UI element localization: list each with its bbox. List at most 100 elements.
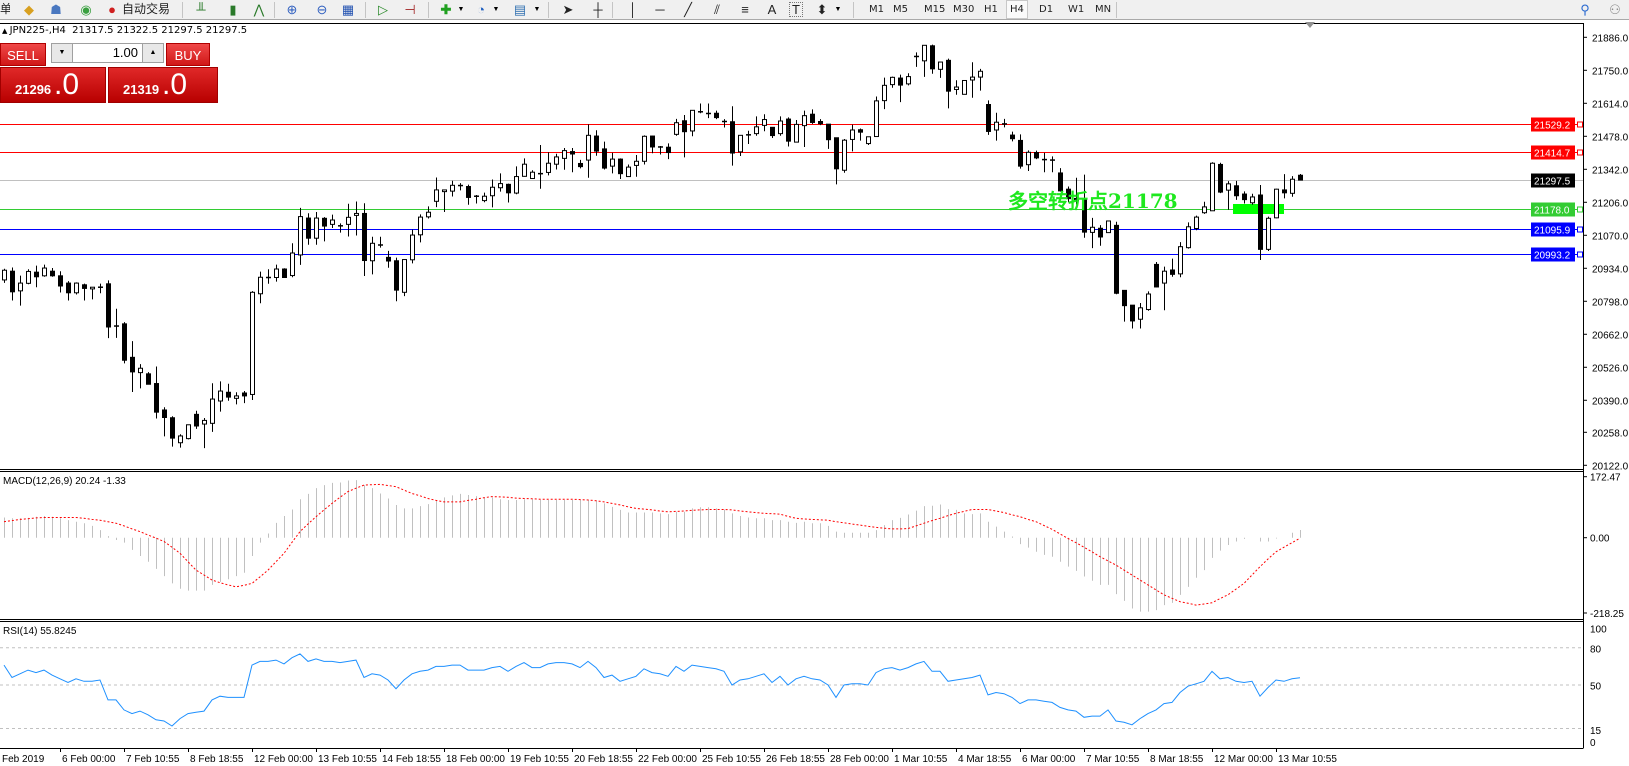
zoom-out-icon[interactable]: ⊖: [316, 2, 328, 17]
price-tick-label: 21070.0: [1592, 231, 1629, 242]
candle-body-bullish: [1186, 226, 1191, 249]
price-tick-label: 20258.0: [1592, 428, 1629, 439]
candle-body-bullish: [1202, 206, 1207, 214]
timeframe-m1[interactable]: M1: [869, 4, 884, 15]
candle-body-bearish: [818, 120, 823, 125]
chart-window[interactable]: [0, 20, 1629, 766]
timeframe-h4[interactable]: H4: [1006, 0, 1028, 19]
community-icon[interactable]: ⚇: [1609, 2, 1621, 17]
rsi-indicator: [0, 647, 1583, 730]
candle-body-bearish: [1170, 269, 1175, 275]
candle-body-bearish: [1034, 152, 1039, 159]
sell-price-box[interactable]: 21296 .0: [0, 67, 106, 103]
candle: [138, 364, 143, 389]
periods-clock-icon[interactable]: ◔: [477, 2, 485, 17]
templates-icon[interactable]: ▤: [513, 2, 527, 17]
vertical-line-icon[interactable]: │: [628, 2, 638, 17]
collapse-triangle-icon[interactable]: ▲: [2, 27, 10, 35]
candle-body-bullish: [90, 286, 95, 290]
clipped-menu-label[interactable]: 单: [0, 2, 10, 16]
timeframe-d1[interactable]: D1: [1039, 4, 1054, 15]
candle-body-bullish: [906, 76, 911, 85]
templates-dropdown-icon[interactable]: ▼: [533, 6, 541, 13]
crosshair-icon[interactable]: ┼: [593, 2, 603, 17]
tile-windows-icon[interactable]: ▦: [341, 2, 355, 17]
indicators-icon[interactable]: ✚: [440, 2, 452, 17]
periods-dropdown-icon[interactable]: ▼: [492, 6, 500, 13]
candle: [26, 269, 31, 285]
candle-body-bullish: [450, 184, 455, 192]
candle: [58, 271, 63, 293]
arrows-icon[interactable]: ⬍: [816, 2, 828, 17]
bar-chart-icon[interactable]: ╨: [196, 2, 206, 17]
timeframe-mn[interactable]: MN: [1095, 4, 1112, 15]
candle-body-bearish: [162, 409, 167, 419]
candle: [1138, 302, 1143, 329]
horizontal-line-icon[interactable]: ─: [655, 2, 665, 17]
toolbar-separator: [548, 2, 549, 18]
candle: [418, 214, 423, 243]
candle: [914, 52, 919, 67]
volume-decrease-button[interactable]: ▼: [52, 44, 73, 62]
candle-body-bearish: [1018, 139, 1023, 167]
candle: [858, 128, 863, 141]
search-icon[interactable]: ⚲: [1580, 2, 1590, 17]
line-chart-icon[interactable]: ⋀: [253, 2, 265, 17]
candle: [946, 58, 951, 109]
candle-body-bullish: [74, 282, 79, 294]
rsi-tick-label: 50: [1590, 681, 1602, 692]
text-label-icon[interactable]: T: [789, 2, 803, 17]
volume-increase-button[interactable]: ▲: [142, 44, 163, 62]
candle: [242, 391, 247, 404]
fibo-channel-icon[interactable]: ⫽: [714, 2, 720, 17]
candle-body-bullish: [1194, 216, 1199, 229]
chart-shift-icon[interactable]: ⊣: [404, 2, 416, 17]
person-icon[interactable]: ☗: [50, 2, 62, 17]
candle: [1114, 221, 1119, 295]
volume-input[interactable]: 1.00: [112, 45, 138, 60]
arrows-dropdown-icon[interactable]: ▼: [834, 6, 842, 13]
auto-scroll-icon[interactable]: ▷: [378, 2, 388, 17]
indicators-dropdown-icon[interactable]: ▼: [457, 6, 465, 13]
candle-body-bearish: [898, 77, 903, 86]
zoom-in-icon[interactable]: ⊕: [286, 2, 298, 17]
candle: [2, 268, 7, 283]
gold-bars-icon[interactable]: ◆: [24, 2, 34, 17]
buy-price-main: 21319: [123, 82, 160, 97]
candle: [698, 103, 703, 114]
candle-body-bullish: [626, 166, 631, 178]
candle: [1122, 289, 1127, 322]
candle: [434, 177, 439, 208]
candle-body-bullish: [234, 395, 239, 399]
candle: [90, 286, 95, 300]
candle-body-bearish: [1074, 197, 1079, 202]
antenna-icon[interactable]: ◉: [80, 2, 92, 17]
candle-body-bullish: [546, 162, 551, 173]
timeframe-h1[interactable]: H1: [984, 4, 998, 15]
timeframe-m15[interactable]: M15: [924, 4, 946, 15]
trendline-icon[interactable]: ╱: [684, 2, 692, 17]
timeframe-m5[interactable]: M5: [893, 4, 908, 15]
cursor-icon[interactable]: ➤: [562, 2, 574, 17]
candle-body-bullish: [186, 424, 191, 440]
candle: [114, 308, 119, 338]
price-level-label-bg: [1531, 222, 1575, 237]
buy-price-box[interactable]: 21319 .0: [108, 67, 218, 103]
candle-body-bullish: [530, 171, 535, 180]
pivot-annotation-text[interactable]: 多空转折点21178: [1008, 189, 1178, 213]
buy-button[interactable]: BUY: [166, 43, 210, 66]
auto-trading-icon[interactable]: ●: [108, 2, 116, 17]
text-icon[interactable]: A: [767, 2, 777, 17]
candle-body-bullish: [18, 282, 23, 292]
timeframe-w1[interactable]: W1: [1068, 4, 1085, 15]
price-tick-label: 20526.0: [1592, 363, 1629, 374]
auto-trading-button[interactable]: 自动交易: [122, 2, 171, 16]
candle: [786, 117, 791, 147]
sell-button[interactable]: SELL: [0, 43, 46, 66]
fibo-retracement-icon[interactable]: ≡: [741, 2, 749, 17]
candlestick-icon[interactable]: ▮: [229, 2, 237, 17]
candle-body-bullish: [978, 70, 983, 78]
timeframe-m30[interactable]: M30: [953, 4, 975, 15]
candle: [282, 268, 287, 279]
